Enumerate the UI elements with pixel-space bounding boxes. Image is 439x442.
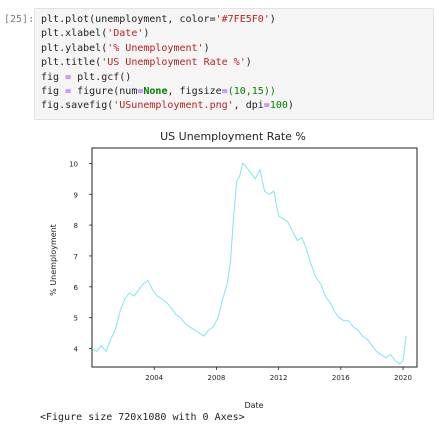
y-tick-label: 10 xyxy=(69,160,78,168)
y-tick-label: 8 xyxy=(74,222,78,230)
code-line: plt.xlabel('Date') xyxy=(41,27,427,41)
code-token: plt xyxy=(41,57,60,69)
x-tick-label: 2012 xyxy=(270,374,288,382)
code-token: plt xyxy=(41,42,60,54)
x-tick-label: 2004 xyxy=(145,374,163,382)
code-token: .title( xyxy=(59,57,102,69)
y-tick-label: 5 xyxy=(74,315,78,323)
code-token: None xyxy=(143,85,168,97)
code-token: plt xyxy=(41,14,60,25)
code-token: = xyxy=(263,100,270,112)
x-tick-label: 2020 xyxy=(394,374,412,382)
x-axis-label: Date xyxy=(244,401,263,410)
code-line: plt.title('US Unemployment Rate %') xyxy=(41,56,427,70)
code-token: plt xyxy=(41,28,60,40)
series-line-unemployment xyxy=(91,162,407,365)
y-tick-label: 9 xyxy=(74,191,78,199)
x-axis: 2004 2008 2012 2016 2020 xyxy=(145,367,412,382)
code-line: plt.plot(unemployment, color='#7FE5F0') xyxy=(41,13,427,27)
code-token: = xyxy=(137,85,144,97)
code-token: .xlabel( xyxy=(59,28,108,40)
code-token: '% Unemployment' xyxy=(107,42,204,54)
y-axis: 4 5 6 7 8 9 10 xyxy=(69,160,92,353)
code-token: = xyxy=(221,85,228,97)
code-token: .plot(unemployment, color= xyxy=(59,14,216,25)
y-tick-label: 7 xyxy=(74,253,78,261)
code-token: .ylabel( xyxy=(59,42,108,54)
y-tick-label: 4 xyxy=(74,345,79,353)
code-token: ) xyxy=(143,28,150,40)
code-token: fig xyxy=(41,85,66,97)
code-token: 100 xyxy=(269,100,288,112)
chart-title: US Unemployment Rate % xyxy=(160,130,306,143)
code-line: fig = plt.gcf() xyxy=(41,71,427,85)
x-tick-label: 2016 xyxy=(332,374,350,382)
code-token: ) xyxy=(269,14,276,25)
code-token: = xyxy=(65,85,72,97)
cell-output-text: <Figure size 720x1080 with 0 Axes> xyxy=(40,412,245,423)
code-token: , dpi xyxy=(233,100,264,112)
code-editor[interactable]: plt.plot(unemployment, color='#7FE5F0') p… xyxy=(34,8,434,120)
cell-prompt: [25]: xyxy=(4,14,35,25)
code-token: plt.gcf() xyxy=(71,71,132,83)
code-token: .savefig( xyxy=(59,100,114,112)
code-token: ) xyxy=(287,100,294,112)
x-tick-label: 2008 xyxy=(207,374,225,382)
code-token: (10,15)) xyxy=(227,85,276,97)
code-token: 'USunemployment.png' xyxy=(113,100,234,112)
code-line: plt.ylabel('% Unemployment') xyxy=(41,42,427,56)
y-tick-label: 6 xyxy=(74,284,79,292)
code-token: 'Date' xyxy=(107,28,144,40)
code-token: '#7FE5F0' xyxy=(215,14,270,25)
y-axis-label: % Unemployment xyxy=(49,224,58,296)
code-line: fig = figure(num=None, figsize=(10,15)) xyxy=(41,85,427,99)
code-token: , figsize xyxy=(167,85,222,97)
code-token: 'US Unemployment Rate %' xyxy=(101,57,246,69)
code-token: = xyxy=(65,71,72,83)
code-token: fig xyxy=(41,100,60,112)
code-token: ) xyxy=(245,57,252,69)
code-token: ) xyxy=(203,42,210,54)
plot-area xyxy=(91,147,418,368)
code-line: fig.savefig('USunemployment.png', dpi=10… xyxy=(41,99,427,113)
unemployment-chart: US Unemployment Rate % 4 5 6 7 8 9 10 2004 2008… xyxy=(49,130,418,410)
code-token: fig xyxy=(41,71,66,83)
code-token: figure(num xyxy=(71,85,138,97)
